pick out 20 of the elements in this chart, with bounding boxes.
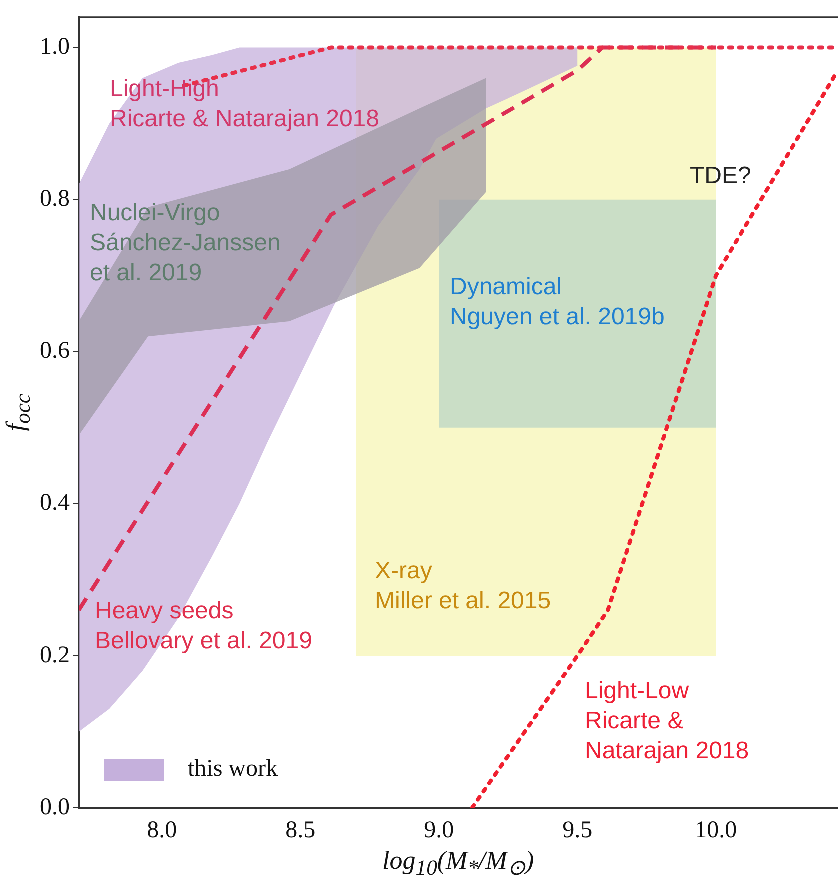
y-tick-label: 0.0 xyxy=(40,794,70,820)
x-tick-label: 8.5 xyxy=(286,818,316,844)
x-tick-label: 9.0 xyxy=(424,818,454,844)
annotation: Heavy seeds Bellovary et al. 2019 xyxy=(95,598,312,655)
annotation: X-ray Miller et al. 2015 xyxy=(375,558,552,615)
annotation: Dynamical Nguyen et al. 2019b xyxy=(450,274,665,331)
annotation: Nuclei-Virgo Sánchez-Janssen et al. 2019 xyxy=(90,200,281,287)
y-tick-label: 0.6 xyxy=(40,338,70,364)
x-tick-label: 8.0 xyxy=(147,818,178,844)
y-tick-label: 0.2 xyxy=(40,642,70,668)
annotation: TDE? xyxy=(690,162,752,190)
y-tick-label: 0.4 xyxy=(40,490,70,516)
x-tick-label: 9.5 xyxy=(562,818,593,844)
annotation: Light-Low Ricarte & Natarajan 2018 xyxy=(585,678,750,765)
y-tick-label: 0.8 xyxy=(40,186,70,212)
x-tick-label: 10.0 xyxy=(695,818,738,844)
x-axis-title: log$_{10}$(M$_{*}$/M$_{⊙}$) xyxy=(382,846,534,878)
y-tick-label: 1.0 xyxy=(40,34,70,60)
annotation: Light-High Ricarte & Natarajan 2018 xyxy=(110,76,380,133)
legend-label: this work xyxy=(188,756,278,783)
